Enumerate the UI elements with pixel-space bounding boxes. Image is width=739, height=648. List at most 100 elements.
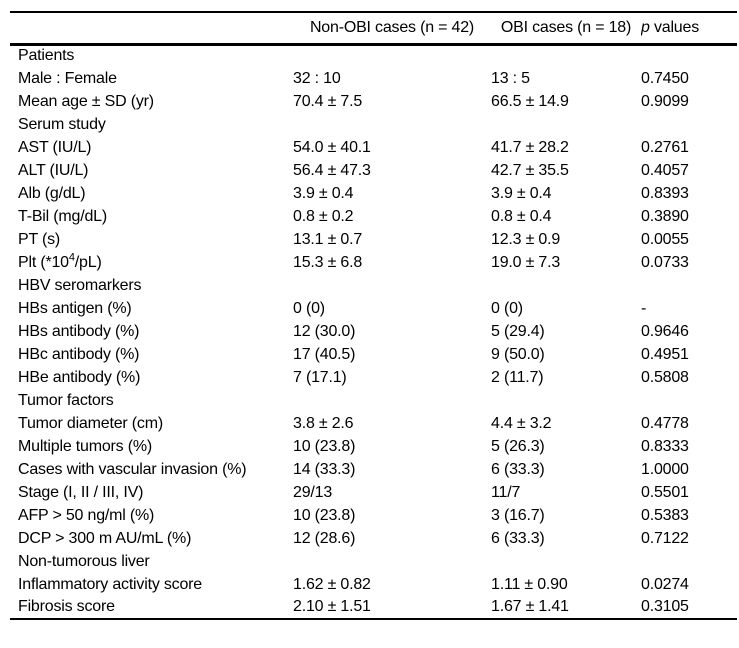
p-value: 0.4057: [641, 161, 689, 179]
header-p-values: p values: [641, 12, 737, 44]
table-row: Tumor diameter (cm) 3.8 ± 2.6 4.4 ± 3.2 0.4…: [10, 412, 737, 435]
non-obi-value: 32 : 10: [293, 69, 341, 87]
section-label: Patients: [18, 47, 75, 65]
section-label: Tumor factors: [18, 391, 114, 409]
non-obi-value: 0.8 ± 0.2: [293, 207, 354, 225]
obi-value: 2 (11.7): [491, 368, 544, 386]
non-obi-value: 56.4 ± 47.3: [293, 161, 371, 179]
p-value: [641, 113, 737, 136]
table-row: Mean age ± SD (yr) 70.4 ± 7.5 66.5 ± 14.9 0…: [10, 90, 737, 113]
non-obi-value: 3.9 ± 0.4: [293, 184, 354, 202]
section-label: Non-tumorous liver: [18, 552, 150, 570]
table-row: Cases with vascular invasion (%) 14 (33.3…: [10, 458, 737, 481]
obi-value: 11/7: [491, 483, 521, 501]
table-row: AFP > 50 ng/ml (%) 10 (23.8) 3 (16.7) 0.538…: [10, 504, 737, 527]
non-obi-value: 29/13: [293, 483, 333, 501]
section-row: Non-tumorous liver: [10, 550, 737, 573]
table-row: HBs antigen (%) 0 (0) 0 (0) -: [10, 297, 737, 320]
row-label: HBe antibody (%): [18, 368, 141, 386]
table-row: Stage (I, II / III, IV) 29/13 11/7 0.5501: [10, 481, 737, 504]
row-label: Cases with vascular invasion (%): [18, 460, 247, 478]
p-value: [641, 550, 737, 573]
table-header: Non-OBI cases (n = 42) OBI cases (n = 18…: [10, 12, 737, 44]
table-row: HBs antibody (%) 12 (30.0) 5 (29.4) 0.9646: [10, 320, 737, 343]
non-obi-value: 1.62 ± 0.82: [293, 575, 371, 593]
obi-value: [491, 113, 641, 136]
p-value: 1.0000: [641, 460, 689, 478]
row-label: Alb (g/dL): [18, 184, 86, 202]
section-label: Serum study: [18, 115, 106, 133]
table-row: AST (IU/L) 54.0 ± 40.1 41.7 ± 28.2 0.2761: [10, 136, 737, 159]
row-label: AFP > 50 ng/ml (%): [18, 506, 155, 524]
obi-value: 6 (33.3): [491, 529, 545, 547]
p-value: 0.7122: [641, 529, 689, 547]
header-row: Non-OBI cases (n = 42) OBI cases (n = 18…: [10, 12, 737, 44]
p-value: [641, 44, 737, 67]
obi-value: [491, 44, 641, 67]
obi-value: [491, 550, 641, 573]
p-value: 0.9099: [641, 92, 689, 110]
p-italic-label: p: [641, 18, 650, 36]
p-value: 0.0733: [641, 253, 689, 271]
table-row: HBc antibody (%) 17 (40.5) 9 (50.0) 0.4951: [10, 343, 737, 366]
row-label: Fibrosis score: [18, 598, 115, 615]
section-row: HBV seromarkers: [10, 274, 737, 297]
non-obi-value: 12 (30.0): [293, 322, 356, 340]
non-obi-value: [293, 274, 491, 297]
p-value: [641, 274, 737, 297]
obi-value: 12.3 ± 0.9: [491, 230, 561, 248]
obi-value: 66.5 ± 14.9: [491, 92, 569, 110]
non-obi-value: 10 (23.8): [293, 506, 356, 524]
non-obi-value: [293, 44, 491, 67]
row-label: PT (s): [18, 230, 61, 248]
row-label: HBs antigen (%): [18, 299, 132, 317]
non-obi-value: [293, 389, 491, 412]
non-obi-value: 7 (17.1): [293, 368, 347, 386]
table-row: ALT (IU/L) 56.4 ± 47.3 42.7 ± 35.5 0.4057: [10, 159, 737, 182]
header-obi-cases: OBI cases (n = 18): [500, 18, 632, 36]
obi-value: 3 (16.7): [491, 506, 545, 524]
row-label: Male : Female: [18, 69, 117, 87]
obi-value: 6 (33.3): [491, 460, 545, 478]
obi-value: 1.11 ± 0.90: [491, 575, 568, 593]
p-values-label: values: [649, 18, 699, 36]
row-label: HBc antibody (%): [18, 345, 140, 363]
non-obi-value: 15.3 ± 6.8: [293, 253, 363, 271]
table-row: Alb (g/dL) 3.9 ± 0.4 3.9 ± 0.4 0.8393: [10, 182, 737, 205]
header-non-obi-cases: Non-OBI cases (n = 42): [309, 18, 475, 36]
table-row: T-Bil (mg/dL) 0.8 ± 0.2 0.8 ± 0.4 0.3890: [10, 205, 737, 228]
obi-value: 1.67 ± 1.41: [491, 598, 569, 615]
table-body: Patients Male : Female 32 : 10 13 : 5 0.7450…: [10, 44, 737, 619]
table-row: DCP > 300 m AU/mL (%) 12 (28.6) 6 (33.3) 0.…: [10, 527, 737, 550]
p-value: 0.8393: [641, 184, 689, 202]
obi-value: 5 (29.4): [491, 322, 545, 340]
p-value: 0.5383: [641, 506, 689, 524]
non-obi-value: 70.4 ± 7.5: [293, 92, 363, 110]
non-obi-value: 0 (0): [293, 299, 325, 317]
row-label: Inflammatory activity score: [18, 575, 202, 593]
table-row: Plt (*104/pL) 15.3 ± 6.8 19.0 ± 7.3 0.0733: [10, 251, 737, 274]
table-row: HBe antibody (%) 7 (17.1) 2 (11.7) 0.5808: [10, 366, 737, 389]
obi-value: 41.7 ± 28.2: [491, 138, 569, 156]
section-row: Tumor factors: [10, 389, 737, 412]
table-row: Multiple tumors (%) 10 (23.8) 5 (26.3) 0.83…: [10, 435, 737, 458]
non-obi-value: 13.1 ± 0.7: [293, 230, 363, 248]
p-value: 0.4778: [641, 414, 689, 432]
section-label: HBV seromarkers: [18, 276, 142, 294]
comparison-table: Non-OBI cases (n = 42) OBI cases (n = 18…: [10, 11, 737, 620]
table-row: Fibrosis score 2.10 ± 1.51 1.67 ± 1.41 0.31…: [10, 596, 737, 619]
p-value: 0.9646: [641, 322, 689, 340]
row-label: AST (IU/L): [18, 138, 92, 156]
superscript: 4: [68, 251, 75, 264]
non-obi-value: 17 (40.5): [293, 345, 356, 363]
row-label: ALT (IU/L): [18, 161, 89, 179]
non-obi-value: 10 (23.8): [293, 437, 356, 455]
obi-value: 3.9 ± 0.4: [491, 184, 552, 202]
row-label: Multiple tumors (%): [18, 437, 153, 455]
p-value: 0.7450: [641, 69, 689, 87]
p-value: 0.2761: [641, 138, 689, 156]
non-obi-value: 14 (33.3): [293, 460, 356, 478]
table-row: Inflammatory activity score 1.62 ± 0.82 1.…: [10, 573, 737, 596]
obi-value: 19.0 ± 7.3: [491, 253, 561, 271]
section-row: Patients: [10, 44, 737, 67]
